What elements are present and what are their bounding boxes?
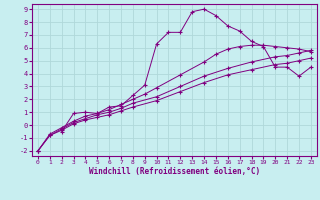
X-axis label: Windchill (Refroidissement éolien,°C): Windchill (Refroidissement éolien,°C)	[89, 167, 260, 176]
